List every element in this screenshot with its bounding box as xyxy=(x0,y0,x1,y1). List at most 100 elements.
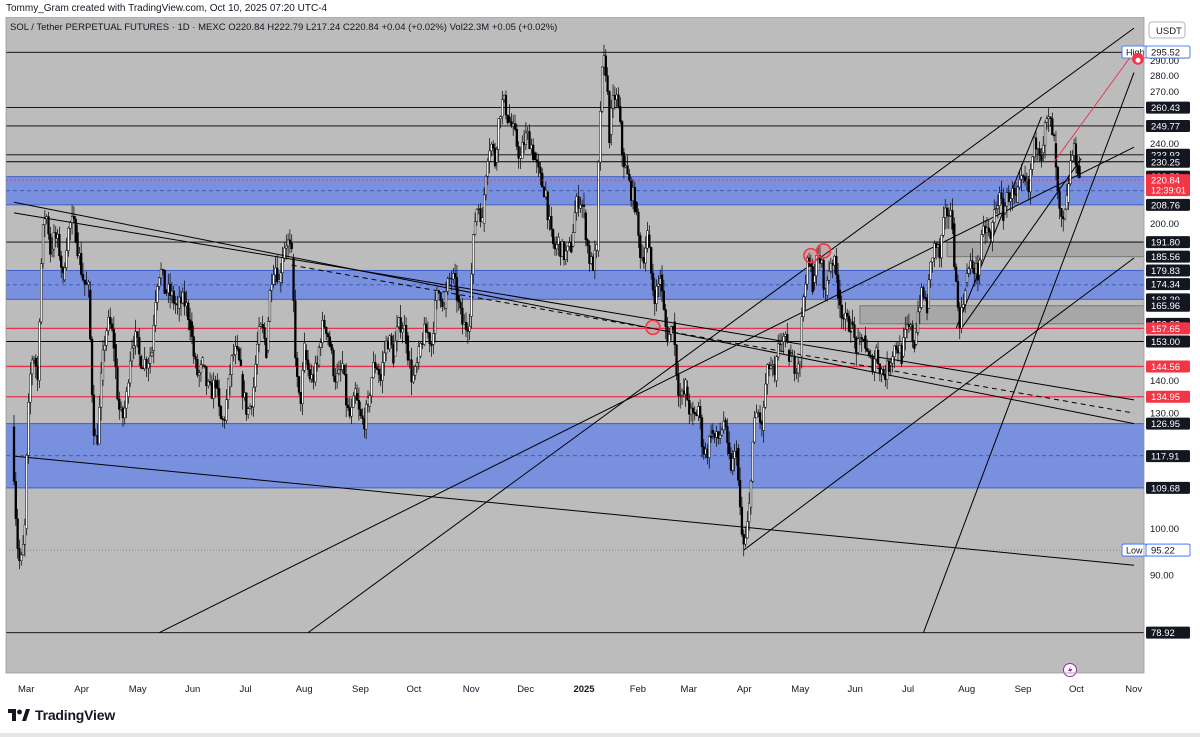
candle-body xyxy=(165,289,168,294)
candle-body xyxy=(397,317,400,328)
candle-body xyxy=(916,311,920,333)
candle-body xyxy=(423,323,426,345)
candle-body xyxy=(443,305,446,307)
candle-body xyxy=(145,359,148,369)
candle-body xyxy=(709,436,713,438)
candle-body xyxy=(227,378,230,401)
candle-body xyxy=(962,304,965,308)
candle-body xyxy=(325,326,328,334)
candle-body xyxy=(36,365,39,380)
candle-body xyxy=(32,357,36,361)
currency-button[interactable]: USDT xyxy=(1148,21,1186,39)
candle-body xyxy=(758,412,762,423)
price-label-box xyxy=(1146,101,1190,114)
candle-body xyxy=(869,355,872,358)
candle-body xyxy=(887,360,891,373)
candle-body xyxy=(929,261,932,281)
candle-body xyxy=(45,216,48,220)
candle-body xyxy=(96,435,99,445)
candle-body xyxy=(748,502,751,523)
candle-body xyxy=(65,250,68,269)
candle-body xyxy=(640,257,644,259)
candle-body xyxy=(942,217,945,236)
candle-body xyxy=(406,335,410,361)
candle-body xyxy=(822,259,825,290)
candle-body xyxy=(991,222,994,242)
candle-body xyxy=(1013,187,1016,195)
price-label-box xyxy=(1146,119,1190,132)
candle-body xyxy=(1000,192,1003,200)
candle-body xyxy=(826,280,829,296)
candle-body xyxy=(846,312,849,317)
candle-body xyxy=(60,255,63,268)
candle-body xyxy=(21,544,25,556)
candle-body xyxy=(940,235,943,259)
candle-body xyxy=(414,366,417,376)
candle-body xyxy=(984,225,987,234)
low-value-box xyxy=(1145,543,1191,557)
tradingview-logo[interactable]: TradingView xyxy=(8,707,115,723)
high-value-box xyxy=(1145,45,1191,59)
candle-body xyxy=(172,290,175,304)
candle-body xyxy=(557,236,560,245)
candle-body xyxy=(713,432,716,438)
time-axis-tick: Jul xyxy=(902,684,914,695)
candle-body xyxy=(769,365,773,369)
candle-body xyxy=(820,259,823,264)
candle-body xyxy=(428,332,431,345)
price-chart[interactable]: 90.00 100.00 130.00 140.00 200.00 240.00 270.0… xyxy=(0,17,1200,700)
candle-body xyxy=(259,324,263,327)
candle-body xyxy=(593,249,597,271)
candle-body xyxy=(174,302,177,305)
candle-body xyxy=(266,321,270,351)
candle-body xyxy=(746,521,749,539)
candle-body xyxy=(415,362,419,367)
candle-body xyxy=(306,359,310,370)
candle-body xyxy=(767,364,771,369)
candle-body xyxy=(31,359,34,375)
candle-body xyxy=(708,436,711,458)
ohlc-legend-text: SOL / Tether PERPETUAL FUTURES · 1D · ME… xyxy=(10,22,557,33)
candle-body xyxy=(522,142,526,146)
candle-body xyxy=(475,209,479,223)
price-axis-tick: 140.00 xyxy=(1150,376,1179,387)
candle-body xyxy=(915,332,918,345)
candle-body xyxy=(335,373,339,383)
price-label-box xyxy=(1146,322,1190,335)
current-price-box xyxy=(1146,174,1190,197)
candle-body xyxy=(76,232,79,257)
candle-body xyxy=(16,518,19,549)
candle-body xyxy=(232,354,235,357)
candle-body xyxy=(1009,198,1012,202)
candle-body xyxy=(662,290,666,310)
candle-body xyxy=(89,289,92,340)
candle-body xyxy=(749,480,753,508)
candle-body xyxy=(918,307,921,313)
candle-body xyxy=(504,94,508,116)
candle-body xyxy=(148,355,152,364)
candle-body xyxy=(147,363,150,369)
candle-body xyxy=(448,277,451,280)
candle-body xyxy=(188,319,192,330)
candle-body xyxy=(895,345,898,350)
candle-body xyxy=(236,345,239,350)
footer: TradingView xyxy=(0,700,1200,737)
candle-body xyxy=(548,216,551,221)
candle-body xyxy=(668,334,671,343)
candle-body xyxy=(488,150,491,162)
price-label-box xyxy=(1146,264,1190,277)
candle-body xyxy=(354,388,357,397)
candle-body xyxy=(851,321,854,325)
candle-body xyxy=(337,369,341,374)
price-label-box xyxy=(1146,360,1190,373)
candle-body xyxy=(931,257,934,263)
candle-body xyxy=(771,364,774,367)
candle-body xyxy=(377,369,381,375)
candle-body xyxy=(112,329,115,349)
candle-body xyxy=(201,357,204,365)
time-axis-tick: 2025 xyxy=(573,684,595,695)
candle-body xyxy=(1038,148,1041,156)
candle-body xyxy=(129,360,132,384)
candle-body xyxy=(315,362,319,365)
candle-body xyxy=(728,442,731,454)
